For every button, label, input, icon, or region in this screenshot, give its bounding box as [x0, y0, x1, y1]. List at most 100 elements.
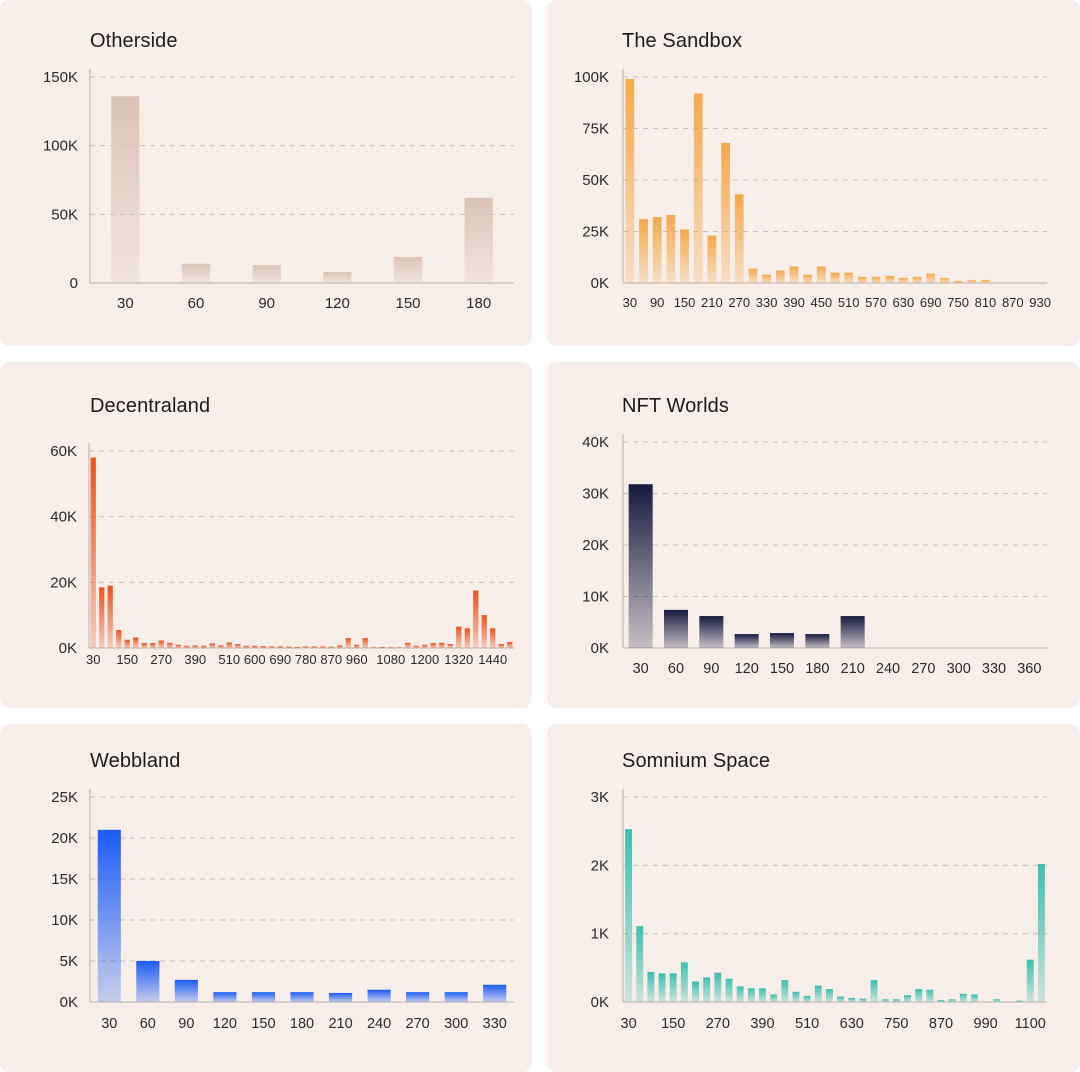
bar	[226, 642, 232, 648]
y-tick-label: 100K	[43, 138, 78, 155]
bar	[899, 277, 908, 283]
bar	[447, 644, 453, 648]
bar	[430, 643, 436, 648]
bar	[734, 194, 744, 283]
bar	[269, 646, 275, 648]
bar	[734, 634, 759, 648]
bar	[124, 639, 130, 648]
x-tick-label: 120	[213, 1016, 237, 1032]
x-tick-label: 90	[650, 295, 664, 310]
nftworlds-chart: 0K 10K 20K 30K 40K 30 60 90 120 150 180 210 240 270 30…	[582, 434, 1047, 677]
x-tick-label: 330	[756, 295, 778, 310]
x-tick-label: 60	[668, 661, 684, 677]
bar	[406, 992, 430, 1002]
x-tick-label: 90	[178, 1016, 194, 1032]
bar	[926, 273, 936, 283]
chart-title: Otherside	[90, 30, 178, 52]
bar	[830, 272, 840, 283]
bar	[967, 279, 977, 283]
y-tick-label: 20K	[582, 537, 609, 554]
bar	[328, 646, 334, 648]
bar	[628, 484, 653, 648]
bar	[762, 274, 771, 283]
x-tick-label: 30	[117, 295, 134, 312]
bar	[904, 995, 911, 1002]
bar	[323, 272, 352, 283]
bar	[993, 999, 1001, 1002]
bar	[781, 980, 789, 1002]
bar	[926, 989, 934, 1002]
bar	[483, 984, 507, 1002]
x-tick-label: 360	[1017, 661, 1041, 677]
bar	[111, 96, 140, 283]
bar	[940, 277, 949, 283]
x-tick-label: 90	[258, 295, 275, 312]
bar	[167, 642, 173, 648]
bar	[703, 977, 711, 1002]
x-tick-label: 510	[218, 652, 240, 667]
bar	[251, 992, 276, 1002]
bar	[953, 280, 963, 283]
x-tick-label: 510	[838, 295, 860, 310]
x-tick-label: 30	[623, 295, 637, 310]
x-tick-label: 150	[674, 295, 696, 310]
bar	[663, 609, 689, 648]
y-tick-label: 10K	[51, 912, 78, 929]
bar	[362, 638, 368, 648]
bar	[825, 989, 833, 1002]
chart-card-nftworlds: NFT Worlds 0K 10K 20K 30K 40K 30 60 90 120 150 180…	[547, 362, 1080, 708]
bar	[669, 973, 677, 1002]
bar	[1015, 1000, 1023, 1002]
bar	[328, 992, 353, 1002]
chart-title: The Sandbox	[622, 30, 743, 52]
x-tick-label: 30	[86, 652, 100, 667]
bar	[311, 646, 317, 648]
x-tick-label: 690	[920, 295, 942, 310]
bar	[652, 217, 662, 283]
bar	[367, 989, 391, 1002]
bar	[184, 645, 190, 648]
x-tick-label: 390	[184, 652, 206, 667]
bar	[699, 616, 724, 648]
bar	[150, 643, 156, 648]
x-tick-label: 150	[395, 295, 420, 312]
bar	[803, 995, 811, 1002]
bar	[892, 999, 900, 1002]
bar	[666, 215, 676, 283]
bar	[379, 647, 385, 648]
x-tick-label: 30	[101, 1016, 117, 1032]
bar	[769, 633, 795, 648]
bar	[481, 615, 487, 648]
x-tick-label: 1320	[444, 652, 473, 667]
chart-title: Decentraland	[90, 395, 211, 417]
x-tick-label: 150	[770, 661, 794, 677]
x-tick-label: 270	[706, 1016, 730, 1032]
x-tick-label: 300	[444, 1016, 468, 1032]
bar	[141, 643, 147, 648]
chart-card-decentraland: Decentraland 0K 20K 40K 60K 30 150 270 390 510 60…	[0, 362, 532, 708]
x-tick-label: 870	[929, 1016, 953, 1032]
bar	[345, 638, 351, 648]
bar	[371, 647, 377, 648]
y-tick-label: 0	[70, 275, 78, 292]
y-tick-label: 50K	[51, 206, 78, 223]
bar	[840, 616, 865, 648]
x-tick-label: 30	[621, 1016, 637, 1032]
y-tick-label: 15K	[51, 871, 78, 888]
bar	[243, 645, 249, 648]
x-tick-label: 60	[140, 1016, 156, 1032]
y-tick-label: 0K	[591, 275, 609, 292]
bar	[814, 985, 822, 1002]
chart-title: NFT Worlds	[622, 395, 729, 417]
bar	[959, 993, 967, 1002]
x-tick-label: 240	[876, 661, 900, 677]
bar	[158, 640, 164, 648]
bar	[252, 645, 258, 648]
x-tick-label: 810	[975, 295, 997, 310]
y-tick-label: 50K	[582, 172, 609, 189]
bar	[1037, 863, 1045, 1002]
x-tick-label: 870	[1002, 295, 1024, 310]
bar	[859, 998, 867, 1002]
x-tick-label: 180	[805, 661, 829, 677]
x-tick-label: 750	[947, 295, 969, 310]
